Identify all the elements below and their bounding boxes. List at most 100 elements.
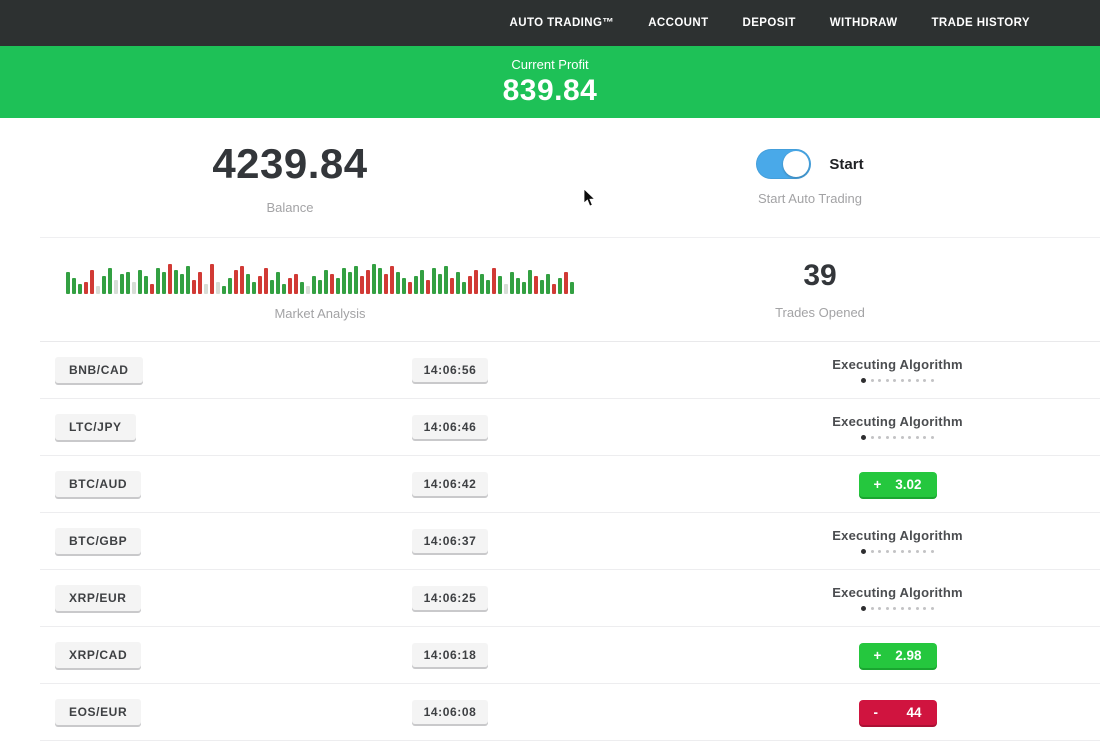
chart-bar	[468, 276, 472, 294]
chart-bar	[306, 286, 310, 294]
pair-chip[interactable]: LTC/JPY	[55, 414, 136, 440]
chart-bar	[402, 278, 406, 294]
trade-status: Executing Algorithm	[695, 585, 1100, 611]
chart-bar	[474, 270, 478, 294]
chart-bar	[246, 274, 250, 294]
table-row: XRP/EUR 14:06:25 Executing Algorithm	[40, 570, 1100, 627]
chart-bar	[204, 284, 208, 294]
executing-algorithm-label: Executing Algorithm	[832, 357, 963, 372]
chart-bar	[522, 282, 526, 294]
chart-bar	[414, 276, 418, 294]
chart-bar	[330, 274, 334, 294]
result-value: 2.98	[895, 647, 922, 663]
chart-bar	[66, 272, 70, 294]
progress-dots	[861, 435, 934, 440]
chart-bar	[186, 266, 190, 294]
chart-bar	[234, 270, 238, 294]
stats-top-row: 4239.84 Balance Start Start Auto Trading	[0, 118, 1100, 237]
progress-dots	[861, 378, 934, 383]
chart-bar	[258, 276, 262, 294]
trade-status: Executing Algorithm	[695, 528, 1100, 554]
chart-bar	[270, 280, 274, 294]
trade-time: 14:06:37	[411, 529, 489, 553]
trade-status: Executing Algorithm	[695, 414, 1100, 440]
nav-item-deposit[interactable]: DEPOSIT	[742, 17, 796, 29]
chart-bar	[396, 272, 400, 294]
chart-bar	[492, 268, 496, 294]
chart-bar	[150, 284, 154, 294]
chart-bar	[318, 280, 322, 294]
start-auto-trading-toggle[interactable]	[756, 149, 812, 179]
chart-bar	[294, 274, 298, 294]
chart-bar	[486, 280, 490, 294]
chart-bar	[162, 272, 166, 294]
chart-bar	[420, 270, 424, 294]
chart-bar	[408, 282, 412, 294]
chart-bar	[90, 270, 94, 294]
chart-bar	[198, 272, 202, 294]
pair-chip[interactable]: XRP/EUR	[55, 585, 141, 611]
result-sign: +	[873, 647, 882, 663]
chart-bar	[342, 268, 346, 294]
chart-bar	[480, 274, 484, 294]
chart-bar	[120, 274, 124, 294]
market-analysis-stat: Market Analysis	[40, 238, 600, 341]
pair-chip[interactable]: BTC/GBP	[55, 528, 142, 554]
top-nav: AUTO TRADING™ ACCOUNT DEPOSIT WITHDRAW T…	[0, 0, 1100, 46]
progress-dots	[861, 606, 934, 611]
table-row: XRP/CAD 14:06:18 +2.98	[40, 627, 1100, 684]
trade-time: 14:06:42	[411, 472, 489, 496]
chart-bar	[372, 264, 376, 294]
chart-bar	[192, 280, 196, 294]
chart-bar	[228, 278, 232, 294]
chart-bar	[534, 276, 538, 294]
profit-banner-label: Current Profit	[511, 56, 589, 72]
profit-banner: Current Profit 839.84	[0, 46, 1100, 118]
chart-bar	[444, 266, 448, 294]
trade-status: - 44	[695, 699, 1100, 725]
chart-bar	[252, 282, 256, 294]
chart-bar	[168, 264, 172, 294]
pair-chip[interactable]: EOS/EUR	[55, 699, 142, 725]
stats-bottom-row: Market Analysis 39 Trades Opened	[40, 237, 1100, 341]
trade-time: 14:06:56	[411, 358, 489, 382]
market-analysis-chart	[66, 258, 574, 294]
toggle-knob	[783, 151, 810, 177]
chart-bar	[156, 268, 160, 294]
chart-bar	[288, 278, 292, 294]
nav-item-withdraw[interactable]: WITHDRAW	[829, 17, 898, 29]
chart-bar	[432, 268, 436, 294]
chart-bar	[300, 282, 304, 294]
toggle-label: Start	[829, 155, 864, 173]
chart-bar	[240, 266, 244, 294]
nav-item-account[interactable]: ACCOUNT	[648, 17, 709, 29]
table-row: BTC/GBP 14:06:37 Executing Algorithm	[40, 513, 1100, 570]
trades-list: BNB/CAD 14:06:56 Executing Algorithm LTC…	[40, 341, 1100, 741]
pair-chip[interactable]: XRP/CAD	[55, 642, 142, 668]
table-row: BTC/AUD 14:06:42 +3.02	[40, 456, 1100, 513]
pair-chip[interactable]: BTC/AUD	[55, 471, 142, 497]
chart-bar	[324, 270, 328, 294]
chart-bar	[78, 284, 82, 294]
chart-bar	[264, 268, 268, 294]
chart-bar	[558, 278, 562, 294]
chart-bar	[546, 274, 550, 294]
trade-status: +2.98	[695, 642, 1100, 668]
chart-bar	[126, 272, 130, 294]
chart-bar	[360, 276, 364, 294]
chart-bar	[462, 282, 466, 294]
chart-bar	[84, 282, 88, 294]
result-sign: +	[873, 476, 882, 492]
chart-bar	[504, 284, 508, 294]
chart-bar	[438, 274, 442, 294]
trade-time: 14:06:08	[411, 700, 489, 724]
chart-bar	[96, 286, 100, 294]
auto-trading-stat: Start Start Auto Trading	[580, 118, 1100, 237]
nav-item-trade-history[interactable]: TRADE HISTORY	[931, 17, 1030, 29]
chart-bar	[348, 272, 352, 294]
nav-item-auto-trading[interactable]: AUTO TRADING™	[509, 17, 615, 29]
chart-bar	[366, 270, 370, 294]
chart-bar	[564, 272, 568, 294]
pair-chip[interactable]: BNB/CAD	[55, 357, 143, 383]
chart-bar	[426, 280, 430, 294]
